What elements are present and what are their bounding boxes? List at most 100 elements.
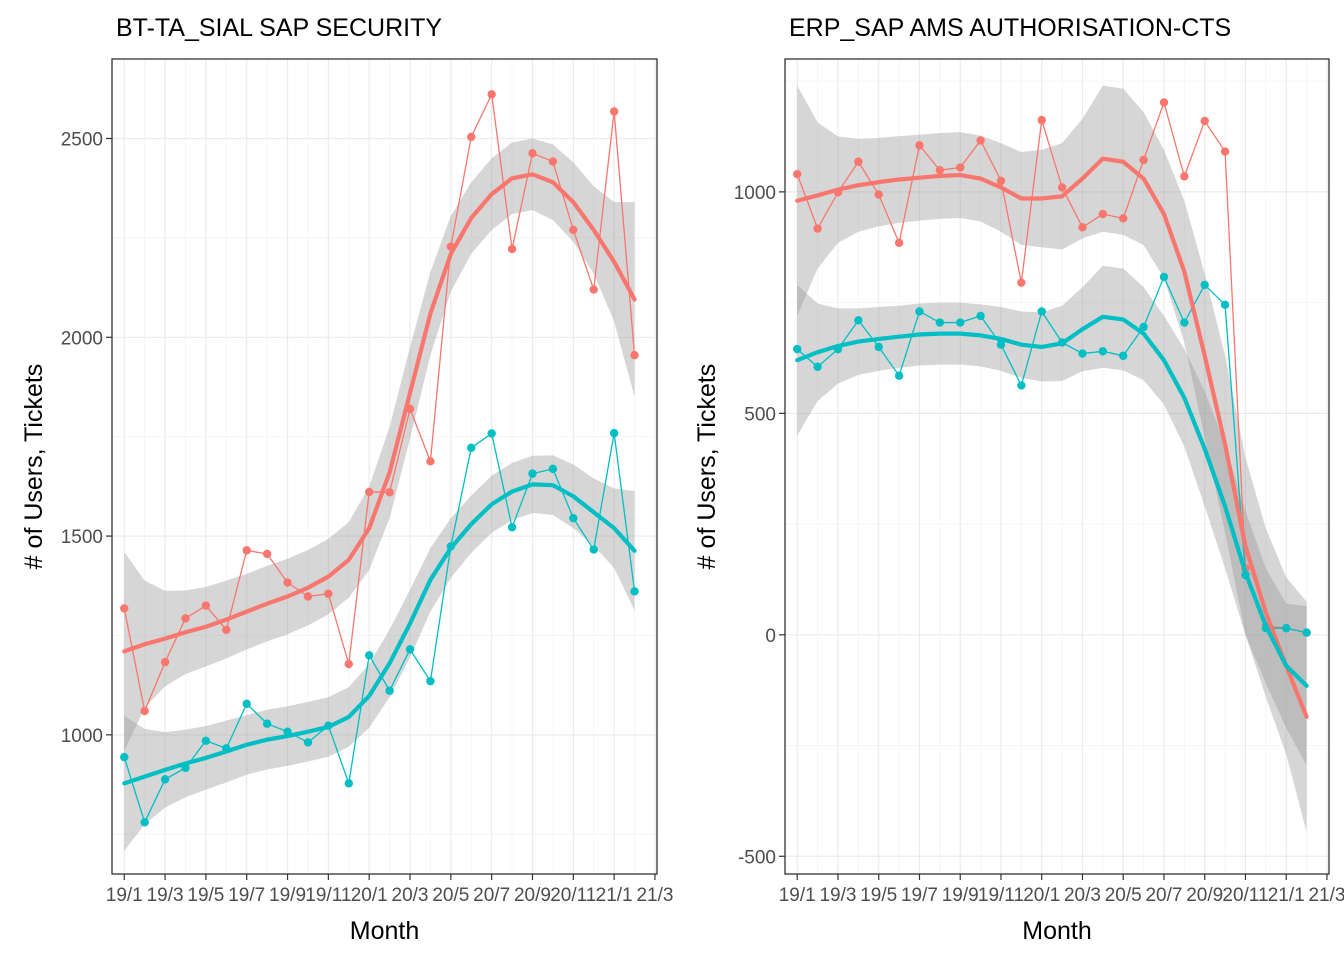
x-axis-title: Month — [1022, 917, 1091, 945]
smooth-trend-line — [795, 314, 1309, 688]
data-point — [874, 190, 883, 199]
data-point — [569, 513, 578, 523]
data-point — [1017, 381, 1026, 390]
data-point — [956, 318, 965, 327]
data-point — [1098, 209, 1108, 219]
data-point — [589, 545, 598, 554]
data-point — [1017, 278, 1026, 287]
data-point — [426, 457, 435, 466]
x-tick-label: 20/3 — [1064, 885, 1101, 906]
confidence-ribbon — [797, 85, 1307, 832]
data-point — [262, 549, 272, 559]
y-tick-label: 1000 — [61, 726, 103, 747]
data-point — [201, 601, 211, 610]
data-point — [874, 342, 883, 352]
data-point — [609, 107, 619, 116]
data-point — [385, 488, 394, 497]
y-tick-label: 1000 — [734, 183, 776, 204]
data-point — [160, 657, 170, 667]
confidence-ribbon — [124, 455, 635, 851]
data-point — [813, 362, 822, 372]
data-point — [976, 311, 985, 321]
data-point — [935, 318, 945, 327]
data-point — [1200, 280, 1209, 290]
x-tick-label: 21/1 — [1268, 885, 1305, 906]
data-point — [262, 719, 272, 728]
data-point — [1119, 351, 1128, 360]
series-line — [796, 275, 1307, 634]
y-tick-label: 2500 — [61, 130, 103, 151]
data-point — [242, 699, 251, 709]
y-tick-label: 500 — [744, 404, 776, 425]
grid — [112, 59, 657, 874]
x-tick-label: 20/11 — [1222, 885, 1268, 906]
x-tick-label: 19/7 — [901, 885, 938, 906]
x-tick-label: 19/1 — [106, 885, 143, 906]
x-tick-label: 20/9 — [514, 885, 551, 906]
data-point — [222, 625, 231, 635]
y-tick-label: 1500 — [61, 527, 103, 548]
data-point — [344, 659, 353, 669]
data-point — [303, 738, 313, 747]
data-point — [242, 546, 251, 555]
x-tick-label: 19/11 — [978, 885, 1024, 906]
x-tick-label: 19/9 — [942, 885, 979, 906]
data-point — [609, 428, 619, 438]
x-tick-label: 20/3 — [392, 885, 429, 906]
data-point — [1302, 628, 1311, 637]
data-point — [935, 165, 945, 175]
data-point — [630, 350, 639, 360]
data-point — [996, 340, 1006, 349]
series-line — [796, 100, 1307, 634]
data-point — [996, 176, 1006, 186]
x-tick-label: 20/11 — [550, 885, 596, 906]
x-tick-label: 19/11 — [305, 885, 351, 906]
y-tick-label: 2000 — [61, 328, 103, 349]
data-point — [1220, 300, 1230, 310]
data-point — [548, 157, 558, 166]
smooth-trend-line — [122, 172, 637, 654]
x-tick-label: 19/3 — [819, 885, 856, 906]
y-axis-title: # of Users, Tickets — [693, 364, 721, 570]
data-point — [854, 157, 863, 166]
data-point — [1159, 98, 1169, 107]
data-point — [915, 307, 924, 316]
chart-title: ERP_SAP AMS AUTHORISATION-CTS — [789, 14, 1231, 42]
x-tick-label: 20/9 — [1186, 885, 1223, 906]
smooth-trend-line — [122, 482, 637, 786]
data-point — [793, 169, 802, 179]
data-point — [915, 141, 924, 150]
data-point — [793, 344, 802, 354]
data-point — [1098, 347, 1108, 356]
data-point — [1037, 307, 1046, 316]
data-point — [201, 736, 211, 746]
data-point — [507, 244, 517, 254]
data-point — [385, 686, 394, 695]
data-point — [1220, 147, 1230, 156]
x-tick-label: 20/1 — [1023, 885, 1060, 906]
data-point — [160, 775, 170, 784]
data-point — [630, 587, 639, 596]
x-tick-label: 21/1 — [596, 885, 633, 906]
data-point — [324, 589, 333, 598]
data-point — [1159, 272, 1169, 282]
data-point — [344, 779, 353, 788]
confidence-ribbon — [124, 138, 635, 751]
data-point — [181, 614, 190, 623]
data-point — [528, 149, 537, 158]
data-point — [364, 651, 374, 660]
data-point — [1119, 214, 1128, 223]
data-point — [405, 645, 415, 654]
x-tick-label: 19/9 — [269, 885, 306, 906]
data-point — [1037, 115, 1046, 125]
data-point — [364, 487, 374, 497]
data-point — [426, 676, 435, 686]
data-point — [1180, 172, 1189, 181]
x-tick-label: 20/5 — [1105, 885, 1142, 906]
x-tick-label: 19/5 — [187, 885, 224, 906]
data-point — [854, 316, 863, 325]
y-tick-label: -500 — [738, 847, 776, 868]
data-point — [140, 818, 149, 827]
